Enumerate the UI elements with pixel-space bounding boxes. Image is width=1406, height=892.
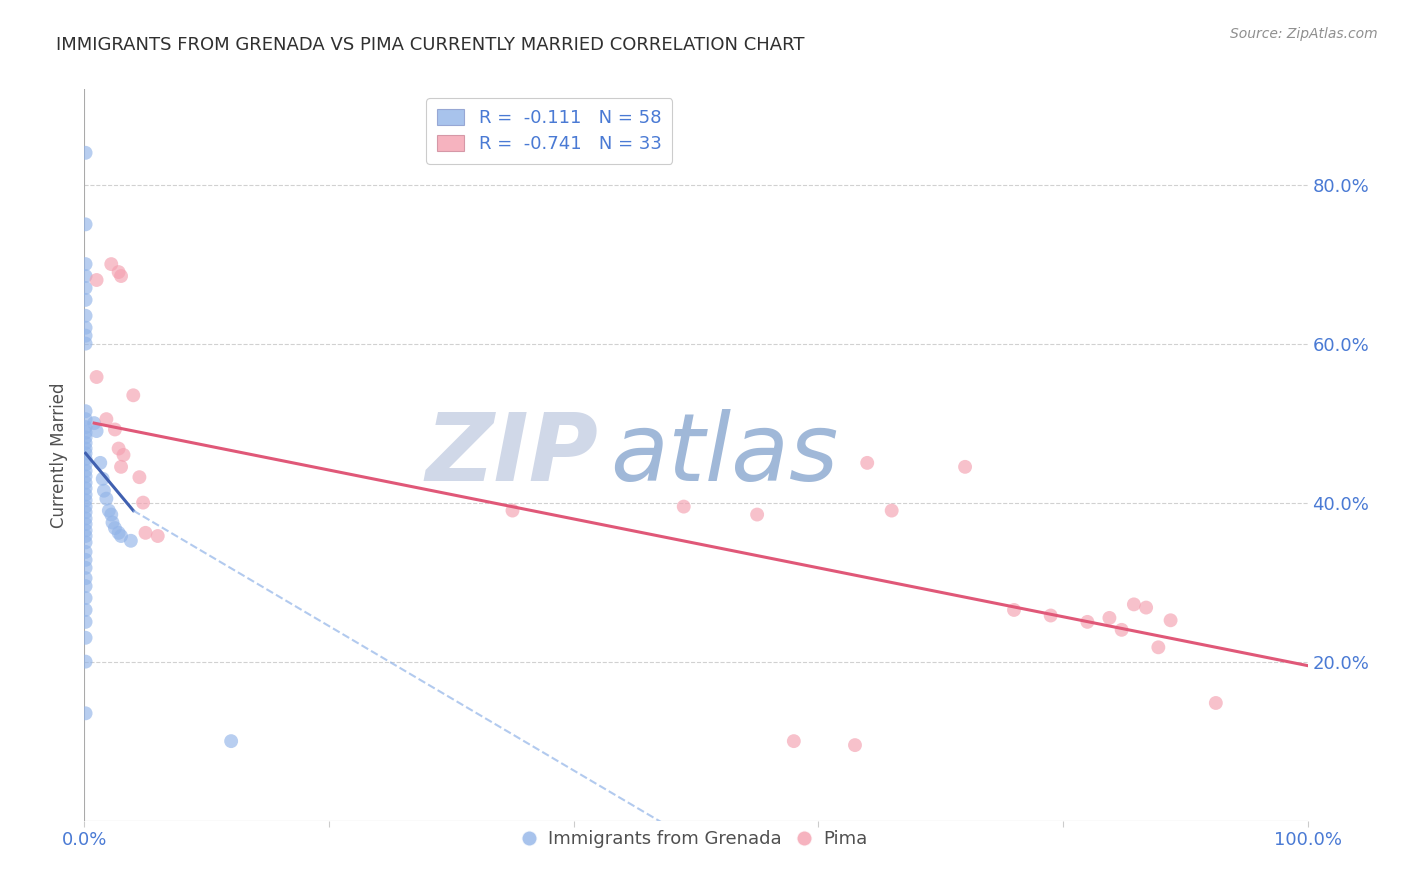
Point xyxy=(1111,623,1133,637)
Point xyxy=(75,615,97,629)
Point xyxy=(75,464,97,478)
Point xyxy=(1205,696,1227,710)
Point xyxy=(75,218,97,232)
Point xyxy=(75,257,97,271)
Point xyxy=(75,309,97,323)
Point xyxy=(75,145,97,160)
Point xyxy=(75,469,97,483)
Point xyxy=(75,505,97,519)
Point xyxy=(110,529,132,543)
Point xyxy=(75,591,97,605)
Legend: Immigrants from Grenada, Pima: Immigrants from Grenada, Pima xyxy=(517,823,875,855)
Point xyxy=(75,451,97,466)
Point xyxy=(75,706,97,721)
Point xyxy=(747,508,769,522)
Point xyxy=(122,388,145,402)
Point xyxy=(75,446,97,460)
Point xyxy=(75,529,97,543)
Point xyxy=(75,631,97,645)
Point xyxy=(1160,613,1182,627)
Point xyxy=(75,524,97,538)
Point xyxy=(97,503,120,517)
Point xyxy=(75,268,97,283)
Point xyxy=(75,511,97,525)
Point xyxy=(75,500,97,514)
Point xyxy=(75,553,97,567)
Point xyxy=(128,470,150,484)
Point xyxy=(146,529,169,543)
Point xyxy=(844,738,866,752)
Point xyxy=(856,456,879,470)
Point xyxy=(93,483,115,498)
Point xyxy=(1002,603,1025,617)
Point xyxy=(104,521,127,535)
Point xyxy=(75,328,97,343)
Point xyxy=(1076,615,1098,629)
Point xyxy=(75,436,97,450)
Point xyxy=(783,734,806,748)
Point xyxy=(75,404,97,418)
Point xyxy=(96,491,118,506)
Point xyxy=(110,459,132,474)
Point xyxy=(75,293,97,307)
Point xyxy=(101,516,124,530)
Point xyxy=(1147,640,1170,655)
Point xyxy=(96,412,118,426)
Point xyxy=(75,561,97,575)
Point xyxy=(75,493,97,508)
Point xyxy=(502,503,524,517)
Point xyxy=(75,412,97,426)
Point xyxy=(120,533,142,548)
Point xyxy=(75,442,97,456)
Point xyxy=(1122,598,1144,612)
Point xyxy=(75,545,97,559)
Point xyxy=(75,336,97,351)
Point xyxy=(75,430,97,444)
Point xyxy=(89,456,111,470)
Point xyxy=(672,500,695,514)
Point xyxy=(107,442,129,456)
Point xyxy=(86,424,108,438)
Point xyxy=(1098,611,1121,625)
Point xyxy=(75,481,97,495)
Point xyxy=(219,734,242,748)
Point xyxy=(132,495,155,509)
Text: ZIP: ZIP xyxy=(425,409,598,501)
Point xyxy=(75,420,97,434)
Point xyxy=(107,265,129,279)
Point xyxy=(104,422,127,436)
Point xyxy=(100,508,122,522)
Point xyxy=(86,273,108,287)
Point xyxy=(880,503,903,517)
Point xyxy=(91,472,114,486)
Point xyxy=(100,257,122,271)
Point xyxy=(135,525,157,540)
Point xyxy=(112,448,135,462)
Point xyxy=(75,458,97,472)
Point xyxy=(86,370,108,384)
Point xyxy=(1135,600,1157,615)
Point xyxy=(75,655,97,669)
Point xyxy=(75,603,97,617)
Point xyxy=(107,525,129,540)
Point xyxy=(75,475,97,490)
Point xyxy=(75,571,97,585)
Point xyxy=(1039,608,1062,623)
Point xyxy=(75,579,97,593)
Point xyxy=(75,535,97,549)
Y-axis label: Currently Married: Currently Married xyxy=(51,382,69,528)
Point xyxy=(75,488,97,502)
Point xyxy=(75,281,97,295)
Text: IMMIGRANTS FROM GRENADA VS PIMA CURRENTLY MARRIED CORRELATION CHART: IMMIGRANTS FROM GRENADA VS PIMA CURRENTL… xyxy=(56,36,804,54)
Point xyxy=(75,320,97,334)
Text: atlas: atlas xyxy=(610,409,838,500)
Text: Source: ZipAtlas.com: Source: ZipAtlas.com xyxy=(1230,27,1378,41)
Point xyxy=(83,416,105,430)
Point xyxy=(75,517,97,532)
Point xyxy=(75,425,97,440)
Point xyxy=(953,459,976,474)
Point xyxy=(110,268,132,283)
